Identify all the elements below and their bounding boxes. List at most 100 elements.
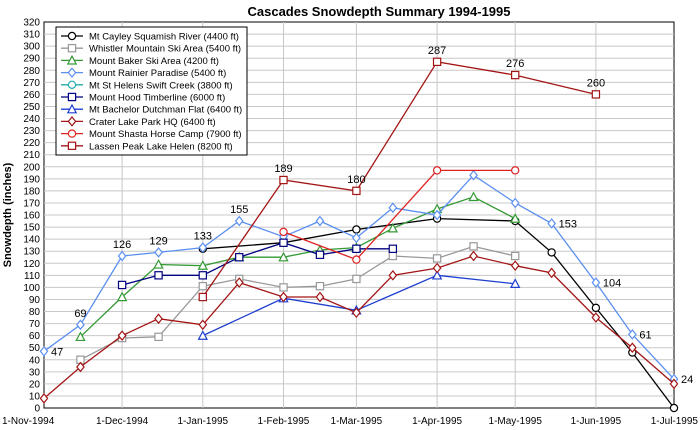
x-tick-label: 1-Mar-1995 bbox=[331, 416, 383, 427]
series-line bbox=[79, 196, 516, 338]
data-labels: 47 69 126 129 133 155 189 180 287 276 260 153 104 61 2… bbox=[51, 45, 693, 386]
data-point bbox=[547, 218, 557, 229]
data-point bbox=[117, 330, 127, 341]
data-point bbox=[388, 202, 398, 214]
data-point bbox=[591, 90, 601, 99]
data-point bbox=[510, 251, 520, 261]
data-point bbox=[154, 313, 163, 325]
series-line bbox=[121, 242, 393, 286]
y-tick-label: 60 bbox=[29, 331, 41, 342]
data-point bbox=[198, 319, 208, 331]
data-point bbox=[279, 283, 288, 292]
y-tick-label: 20 bbox=[29, 379, 41, 390]
data-point bbox=[510, 197, 520, 209]
data-point bbox=[432, 254, 442, 263]
data-point bbox=[154, 247, 163, 258]
legend-marker bbox=[66, 54, 78, 65]
y-tick-label: 320 bbox=[23, 18, 40, 29]
data-point bbox=[198, 292, 208, 302]
data-point bbox=[591, 312, 601, 323]
data-point bbox=[234, 277, 244, 288]
chart-title: Cascades Snowdepth Summary 1994-1995 bbox=[247, 4, 510, 19]
y-tick-label: 230 bbox=[23, 126, 40, 137]
data-point bbox=[469, 250, 478, 262]
series-group bbox=[117, 238, 398, 290]
data-label: 276 bbox=[506, 58, 524, 70]
data-point bbox=[315, 281, 325, 291]
data-point bbox=[591, 303, 601, 313]
series-line bbox=[80, 245, 516, 361]
x-tick-label: 1-Apr-1995 bbox=[412, 416, 462, 427]
y-tick-label: 210 bbox=[23, 150, 40, 161]
legend: Mt Cayley Squamish River (4400 ft)Whistl… bbox=[55, 26, 248, 156]
legend-label: Mount Rainier Paradise (5400 ft) bbox=[89, 68, 226, 79]
data-point bbox=[75, 331, 86, 342]
data-point bbox=[315, 291, 325, 303]
data-point bbox=[279, 175, 288, 185]
legend-marker bbox=[67, 31, 77, 41]
y-axis-label: Snowdepth (inches) bbox=[2, 162, 14, 267]
data-point bbox=[279, 227, 288, 237]
data-point bbox=[510, 166, 520, 175]
data-point bbox=[352, 244, 361, 253]
legend-label: Mt St Helens Swift Creek (3800 ft) bbox=[89, 80, 233, 91]
data-point bbox=[387, 222, 399, 233]
y-tick-label: 140 bbox=[23, 235, 40, 246]
data-point bbox=[76, 319, 85, 331]
y-tick-label: 90 bbox=[29, 295, 41, 306]
legend-label: Lassen Peak Lake Helen (8200 ft) bbox=[89, 141, 233, 152]
series-group bbox=[39, 250, 679, 404]
y-tick-label: 130 bbox=[23, 247, 40, 258]
data-point bbox=[352, 255, 361, 264]
legend-marker bbox=[67, 129, 77, 138]
legend-marker bbox=[67, 43, 77, 53]
data-point bbox=[468, 191, 479, 202]
data-point bbox=[197, 330, 209, 340]
data-point bbox=[547, 248, 556, 257]
legend-marker bbox=[66, 103, 78, 114]
x-tick-label: 1-May-1995 bbox=[489, 416, 543, 427]
data-point bbox=[352, 186, 361, 196]
data-point bbox=[198, 281, 208, 291]
data-point bbox=[627, 329, 637, 340]
data-label: 24 bbox=[681, 374, 693, 386]
data-point bbox=[352, 232, 361, 244]
data-point bbox=[315, 250, 325, 260]
data-label: 61 bbox=[639, 329, 651, 341]
data-point bbox=[510, 260, 520, 272]
data-label: 129 bbox=[149, 235, 167, 247]
y-tick-label: 200 bbox=[23, 162, 40, 173]
legend-marker bbox=[67, 141, 77, 150]
legend-label: Mt Bachelor Dutchman Flat (6400 ft) bbox=[89, 105, 242, 116]
data-label: 69 bbox=[74, 308, 86, 320]
data-point bbox=[469, 242, 478, 251]
data-point bbox=[469, 169, 478, 181]
legend-box bbox=[55, 26, 248, 156]
data-point bbox=[197, 260, 209, 270]
data-point bbox=[153, 258, 164, 269]
data-point bbox=[388, 269, 398, 281]
data-point bbox=[117, 250, 127, 262]
data-point bbox=[432, 262, 442, 274]
series-line bbox=[283, 169, 516, 261]
x-tick-label: 1-Jun-1995 bbox=[571, 416, 622, 427]
data-point bbox=[627, 342, 637, 354]
series-layer bbox=[39, 57, 679, 413]
y-tick-label: 290 bbox=[23, 54, 40, 65]
data-point bbox=[388, 244, 398, 253]
y-tick-label: 250 bbox=[23, 102, 40, 113]
data-point bbox=[279, 291, 288, 303]
x-tick-label: 1-Jul-1995 bbox=[651, 416, 699, 427]
legend-marker bbox=[67, 80, 77, 90]
data-label: 153 bbox=[559, 218, 577, 230]
data-point bbox=[235, 253, 244, 262]
data-point bbox=[39, 345, 49, 357]
y-tick-label: 100 bbox=[23, 283, 40, 294]
x-axis-ticks: 1-Nov-1994 1-Dec-1994 1-Jan-1995 1-Feb-1995… bbox=[2, 416, 698, 427]
data-point bbox=[388, 251, 398, 261]
data-point bbox=[432, 209, 442, 221]
data-point bbox=[547, 267, 557, 279]
x-tick-label: 1-Jan-1995 bbox=[178, 416, 229, 427]
y-tick-label: 180 bbox=[23, 186, 40, 197]
y-tick-label: 110 bbox=[24, 271, 40, 282]
